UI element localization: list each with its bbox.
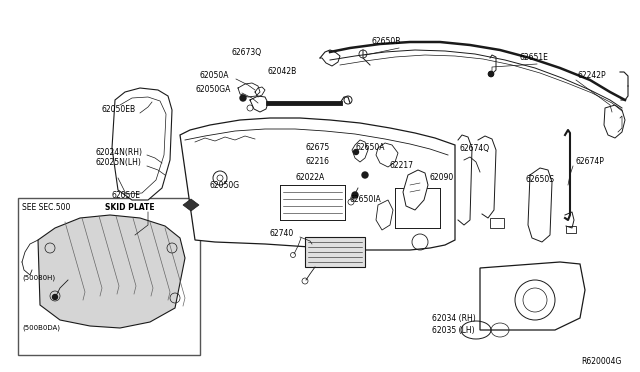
Text: 62090: 62090 bbox=[430, 173, 454, 183]
Text: (50080H): (50080H) bbox=[22, 275, 55, 281]
Text: 62216: 62216 bbox=[305, 157, 329, 167]
Text: 62050E: 62050E bbox=[112, 192, 141, 201]
Circle shape bbox=[488, 71, 493, 77]
Text: 62217: 62217 bbox=[390, 160, 414, 170]
Circle shape bbox=[240, 95, 246, 101]
Bar bbox=[305, 237, 365, 267]
Bar bbox=[18, 198, 200, 355]
Circle shape bbox=[52, 295, 58, 299]
Polygon shape bbox=[376, 200, 393, 230]
Text: SKID PLATE: SKID PLATE bbox=[105, 203, 155, 212]
Polygon shape bbox=[403, 170, 428, 210]
Polygon shape bbox=[38, 215, 185, 328]
Text: 62022A: 62022A bbox=[296, 173, 325, 182]
Polygon shape bbox=[604, 105, 625, 138]
Polygon shape bbox=[183, 199, 199, 211]
Circle shape bbox=[352, 192, 358, 198]
Polygon shape bbox=[112, 88, 172, 200]
Text: (500B0DA): (500B0DA) bbox=[22, 325, 60, 331]
Bar bbox=[566, 226, 576, 233]
Text: 62050GA: 62050GA bbox=[195, 86, 230, 94]
Polygon shape bbox=[376, 143, 398, 167]
Text: 62050A: 62050A bbox=[200, 71, 230, 80]
Text: 62740: 62740 bbox=[270, 228, 294, 237]
Text: 62242P: 62242P bbox=[577, 71, 605, 80]
Text: 62673Q: 62673Q bbox=[232, 48, 262, 57]
Text: 62050EB: 62050EB bbox=[102, 106, 136, 115]
Circle shape bbox=[488, 71, 493, 77]
Bar bbox=[490, 218, 504, 228]
Circle shape bbox=[362, 172, 368, 178]
Text: 62650ΙA: 62650ΙA bbox=[350, 196, 381, 205]
Text: SEE SEC.500: SEE SEC.500 bbox=[22, 203, 70, 212]
Text: 62650A: 62650A bbox=[355, 144, 385, 153]
Text: 62024N(RH): 62024N(RH) bbox=[95, 148, 142, 157]
Text: 62650S: 62650S bbox=[525, 176, 554, 185]
Text: 62035 (LH): 62035 (LH) bbox=[432, 326, 475, 334]
Text: 62650B: 62650B bbox=[372, 38, 401, 46]
Circle shape bbox=[353, 150, 358, 154]
Text: 62034 (RH): 62034 (RH) bbox=[432, 314, 476, 323]
Text: R620004G: R620004G bbox=[582, 357, 622, 366]
Text: 62674Q: 62674Q bbox=[460, 144, 490, 153]
Text: 62675: 62675 bbox=[305, 144, 329, 153]
Text: 62674P: 62674P bbox=[575, 157, 604, 167]
Polygon shape bbox=[480, 262, 585, 330]
Text: 62025N(LH): 62025N(LH) bbox=[95, 158, 141, 167]
Polygon shape bbox=[180, 118, 455, 250]
Text: 62651E: 62651E bbox=[520, 54, 549, 62]
Polygon shape bbox=[352, 140, 368, 162]
Text: 62050G: 62050G bbox=[210, 182, 240, 190]
Text: 62042B: 62042B bbox=[268, 67, 297, 77]
